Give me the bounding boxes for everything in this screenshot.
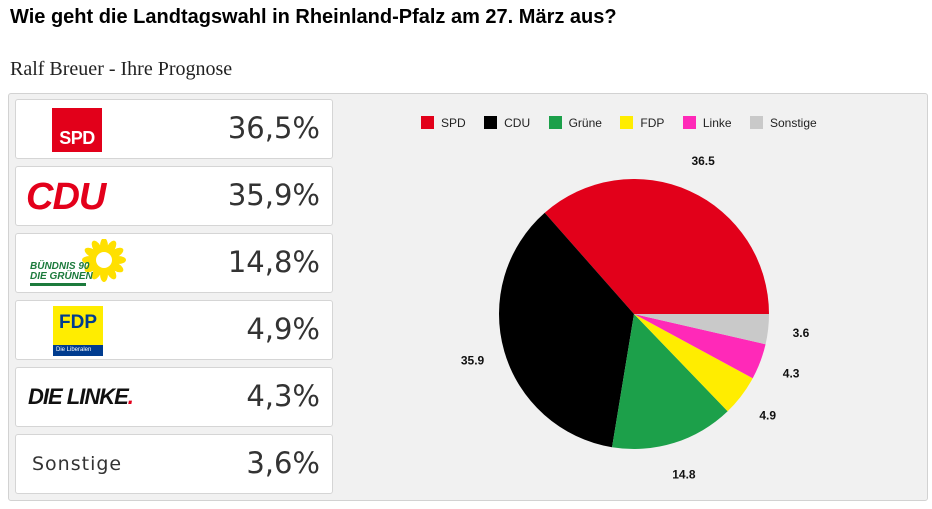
pie-slice-linke[interactable] — [634, 314, 766, 379]
pie-slice-fdp[interactable] — [634, 314, 753, 412]
chart-legend: SPD CDU Grüne FDP Linke Sonstige — [421, 114, 831, 130]
party-value-cdu: 35,9% — [227, 178, 320, 212]
party-value-spd: 36,5% — [227, 111, 320, 145]
legend-label: Grüne — [568, 116, 602, 130]
legend-label: SPD — [441, 116, 466, 130]
gruene-logo-line2: DIE GRÜNEN — [30, 271, 93, 282]
fdp-logo-subtext: Die Liberalen — [53, 345, 103, 356]
linke-logo-text: DIE LINKE — [28, 384, 129, 409]
pie-slice-cdu[interactable] — [499, 212, 634, 448]
legend-swatch — [620, 116, 634, 129]
fdp-logo-text: FDP — [59, 312, 97, 333]
legend-item-linke[interactable]: Linke — [682, 116, 732, 130]
pie-data-label: 35.9 — [461, 353, 485, 367]
legend-item-spd[interactable]: SPD — [421, 116, 466, 130]
legend-swatch — [484, 116, 498, 129]
linke-logo: DIE LINKE. — [28, 384, 134, 409]
party-row-sonstige: Sonstige 3,6% — [15, 434, 333, 494]
pie-data-label: 4.9 — [759, 409, 776, 423]
pie-slice-spd[interactable] — [544, 179, 769, 314]
legend-item-gruene[interactable]: Grüne — [548, 116, 602, 130]
party-row-spd: SPD 36,5% — [15, 99, 333, 159]
pie-slice-grüne[interactable] — [612, 314, 728, 449]
legend-label: Linke — [702, 116, 732, 130]
gruene-logo-line1: BÜNDNIS 90 — [30, 261, 90, 272]
legend-swatch — [421, 116, 434, 129]
party-row-gruene: BÜNDNIS 90 DIE GRÜNEN 14,8% — [15, 233, 333, 293]
sunflower-icon — [30, 238, 126, 286]
gruene-logo: BÜNDNIS 90 DIE GRÜNEN — [28, 238, 128, 289]
party-value-linke: 4,3% — [246, 379, 320, 413]
page-title: Wie geht die Landtagswahl in Rheinland-P… — [10, 6, 617, 28]
party-value-gruene: 14,8% — [227, 245, 320, 279]
forecast-panel: SPD 36,5% CDU 35,9% — [8, 93, 928, 501]
party-row-cdu: CDU 35,9% — [15, 166, 333, 226]
legend-item-cdu[interactable]: CDU — [484, 116, 530, 130]
legend-swatch — [682, 116, 696, 129]
spd-logo-text: SPD — [59, 128, 95, 148]
legend-swatch — [750, 116, 763, 129]
pie-data-label: 36.5 — [691, 154, 715, 168]
spd-logo: SPD — [52, 108, 102, 152]
pie-data-label: 4.3 — [783, 366, 800, 380]
fdp-logo: FDP Die Liberalen — [53, 306, 103, 356]
pie-svg: 36.5 35.9 14.8 4.9 4.3 3.6 — [461, 154, 810, 482]
legend-item-sonstige[interactable]: Sonstige — [750, 116, 817, 130]
party-row-linke: DIE LINKE. 4,3% — [15, 367, 333, 427]
party-value-fdp: 4,9% — [246, 312, 320, 346]
pie-data-label: 14.8 — [672, 467, 696, 481]
legend-label: CDU — [504, 116, 531, 130]
legend-label: FDP — [640, 116, 665, 130]
legend-item-fdp[interactable]: FDP — [620, 116, 664, 130]
sonstige-label: Sonstige — [32, 453, 123, 475]
pie-slice-sonstige[interactable] — [634, 314, 769, 345]
party-row-fdp: FDP Die Liberalen 4,9% — [15, 300, 333, 360]
legend-swatch — [548, 116, 562, 129]
page-subtitle: Ralf Breuer - Ihre Prognose — [10, 58, 233, 80]
party-value-sonstige: 3,6% — [246, 446, 320, 480]
pie-chart: SPD CDU Grüne FDP Linke Sonstige 36.5 35.… — [339, 99, 927, 497]
pie-data-label: 3.6 — [793, 326, 810, 340]
cdu-logo: CDU — [26, 176, 106, 218]
legend-label: Sonstige — [770, 116, 817, 130]
